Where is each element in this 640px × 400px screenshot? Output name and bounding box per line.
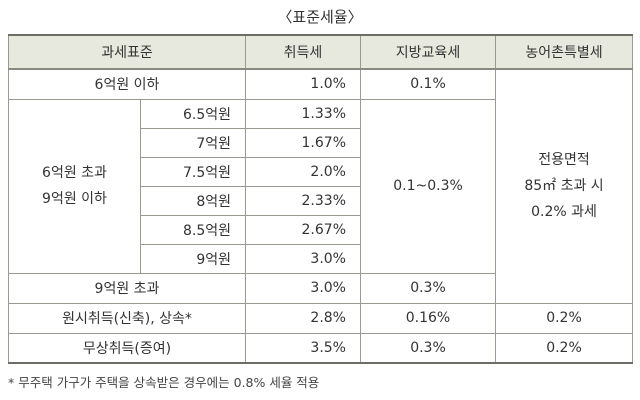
- cell: 3.0%: [245, 243, 361, 274]
- cell: 8.5억원: [140, 214, 246, 245]
- cell: 6억원 초과 9억원 이하: [8, 98, 141, 274]
- body: 6억원 이하 1.0% 0.1% 전용면적 85㎡ 초과 시 0.2% 과세 6…: [8, 68, 633, 364]
- cell: 원시취득(신축), 상속*: [8, 302, 246, 334]
- cell: 2.67%: [245, 214, 361, 245]
- cell: 3.0%: [245, 272, 361, 304]
- tax-table: 과세표준 취득세 지방교육세 농어촌특별세 6억원 이하 1.0% 0.1% 전…: [8, 34, 633, 364]
- cell: 2.8%: [245, 302, 361, 334]
- row: 6억원 초과 9억원 이하 6.5억원 1.33% 0.1~0.3%: [8, 98, 633, 274]
- cell: 7.5억원: [140, 156, 246, 187]
- cell: 0.1~0.3%: [360, 98, 496, 274]
- row: 7.5억원 2.0%: [9, 156, 633, 187]
- header-row: 과세표준 취득세 지방교육세 농어촌특별세: [8, 34, 633, 70]
- cell: 8억원: [140, 185, 246, 216]
- title: 〈표준세율〉: [277, 8, 363, 26]
- cell: 7억원: [140, 127, 246, 158]
- cell: 0.3%: [360, 272, 496, 304]
- cell: 0.16%: [360, 302, 496, 334]
- cell: 0.1%: [360, 68, 496, 100]
- cell: 2.33%: [245, 185, 361, 216]
- header-cell: 농어촌특별세: [495, 34, 633, 70]
- row: 7억원 1.67%: [9, 127, 633, 158]
- row: 6억원 이하 1.0% 0.1% 전용면적 85㎡ 초과 시 0.2% 과세: [8, 68, 633, 304]
- cell: 6억원 이하: [8, 68, 246, 100]
- row: 8.5억원 2.67%: [9, 214, 633, 245]
- footnote: * 무주택 가구가 주택을 상속받은 경우에는 0.8% 세율 적용: [8, 375, 320, 390]
- row: 9억원 3.0%: [9, 243, 633, 274]
- cell: 9억원 초과: [8, 272, 246, 304]
- header-cell: 과세표준: [8, 34, 246, 70]
- cell: 9억원: [140, 243, 246, 274]
- header-cell: 취득세: [245, 34, 361, 70]
- header: 과세표준 취득세 지방교육세 농어촌특별세: [8, 34, 633, 70]
- cell: 3.5%: [245, 332, 361, 364]
- cell: 전용면적 85㎡ 초과 시 0.2% 과세: [495, 68, 633, 304]
- cell: 0.2%: [495, 302, 633, 334]
- row: 원시취득(신축), 상속* 2.8% 0.16% 0.2%: [8, 302, 633, 334]
- cell: 0.3%: [360, 332, 496, 364]
- row: 9억원 초과 3.0% 0.3%: [8, 272, 633, 304]
- cell: 1.0%: [245, 68, 361, 100]
- row: 무상취득(증여) 3.5% 0.3% 0.2%: [8, 332, 633, 364]
- cell: 2.0%: [245, 156, 361, 187]
- cell: 무상취득(증여): [8, 332, 246, 364]
- cell: 0.2%: [495, 332, 633, 364]
- row: 8억원 2.33%: [9, 185, 633, 216]
- header-cell: 지방교육세: [360, 34, 496, 70]
- cell: 1.67%: [245, 127, 361, 158]
- cell: 1.33%: [245, 98, 361, 129]
- cell: 6.5억원: [140, 98, 246, 129]
